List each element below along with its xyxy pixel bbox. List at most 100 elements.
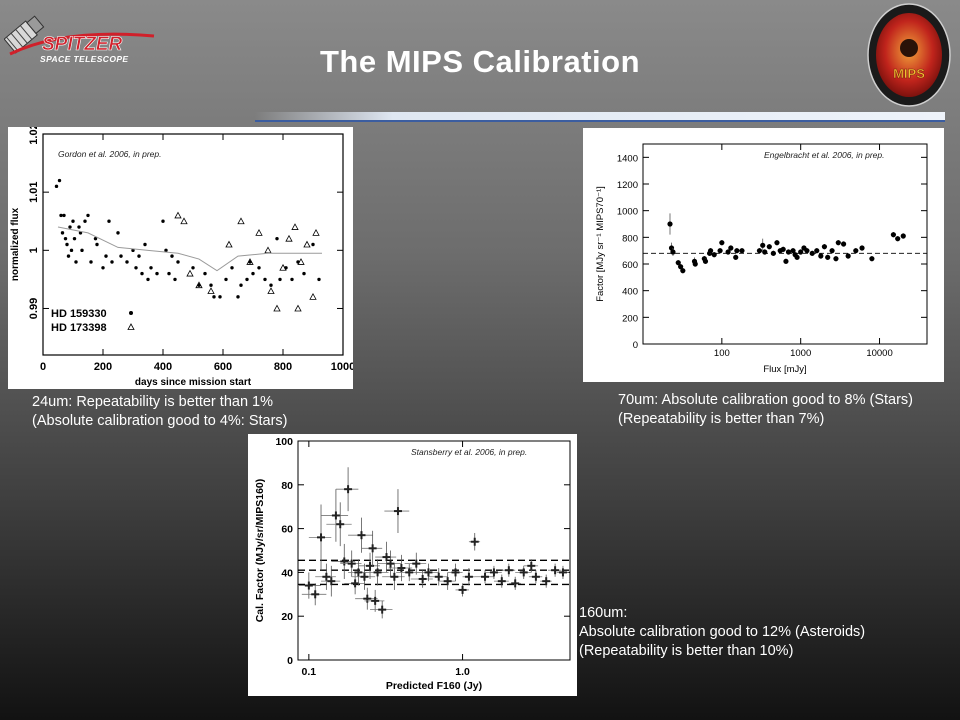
y-axis-label: Factor [MJy sr⁻¹ MIPS70⁻¹] bbox=[595, 186, 606, 302]
data-point bbox=[255, 229, 263, 236]
data-point bbox=[774, 240, 780, 246]
data-point bbox=[89, 260, 93, 264]
plot-70um: 100 1000 10000 0 200 400 600 800 1000 1200 1400 Flu… bbox=[595, 143, 928, 375]
plot-frame bbox=[297, 440, 571, 661]
data-point bbox=[719, 240, 725, 246]
plot-160um-panel: 0.1 1.0 0 20 40 60 80 100 Predicted F160 (Jy) Cal… bbox=[248, 434, 577, 696]
data-point bbox=[434, 572, 443, 581]
spitzer-subtitle: SPACE TELESCOPE bbox=[40, 54, 129, 64]
data-point bbox=[237, 217, 245, 225]
data-point bbox=[551, 566, 560, 575]
data-point bbox=[86, 213, 90, 218]
data-point bbox=[65, 242, 69, 247]
data-point bbox=[405, 568, 414, 577]
data-point bbox=[143, 242, 147, 247]
x-tick-label: 0 bbox=[40, 361, 46, 373]
plot-frame bbox=[642, 143, 928, 345]
data-point bbox=[783, 258, 789, 264]
data-point bbox=[285, 234, 293, 242]
data-point bbox=[161, 219, 165, 223]
data-point bbox=[511, 579, 520, 588]
data-point bbox=[840, 241, 847, 247]
spitzer-telescope-icon: SPITZER SPACE TELESCOPE bbox=[3, 15, 155, 64]
data-point bbox=[692, 261, 698, 267]
data-point bbox=[835, 240, 841, 246]
data-point bbox=[354, 568, 363, 577]
data-point bbox=[257, 266, 261, 270]
data-point bbox=[825, 254, 831, 260]
data-point bbox=[725, 249, 731, 255]
data-point bbox=[418, 574, 427, 583]
mips-badge-icon: MIPS bbox=[867, 3, 951, 107]
data-point bbox=[267, 287, 275, 294]
data-point bbox=[72, 236, 77, 241]
x-tick-label: 100 bbox=[714, 348, 730, 359]
data-point bbox=[821, 244, 828, 250]
data-point bbox=[176, 260, 180, 264]
data-point bbox=[794, 254, 800, 260]
caption-70um: 70um: Absolute calibration good to 8% (S… bbox=[618, 391, 913, 429]
legend-label: HD 173398 bbox=[51, 322, 107, 334]
x-tick-label: 200 bbox=[94, 361, 112, 373]
data-point bbox=[134, 266, 138, 270]
plot-160um: 0.1 1.0 0 20 40 60 80 100 Predicted F160 (Jy) Cal… bbox=[254, 436, 571, 692]
data-point bbox=[173, 277, 177, 282]
data-point bbox=[312, 229, 320, 236]
data-point bbox=[218, 295, 222, 299]
data-point bbox=[890, 232, 897, 238]
data-point bbox=[317, 277, 321, 282]
y-tick-label: 1000 bbox=[617, 207, 638, 218]
data-point bbox=[164, 248, 168, 253]
y-tick-label: 600 bbox=[622, 260, 638, 271]
citation-24um: Gordon et al. 2006, in prep. bbox=[58, 149, 162, 159]
data-point bbox=[101, 266, 105, 270]
data-point bbox=[74, 260, 78, 264]
y-tick-label: 1400 bbox=[617, 153, 638, 164]
data-point bbox=[809, 250, 815, 256]
data-point bbox=[360, 572, 369, 581]
data-point bbox=[245, 277, 249, 282]
y-tick-label: 20 bbox=[281, 611, 293, 623]
plot-24um: 0 200 400 600 800 1000 0.99 1 1.01 1.02 days since… bbox=[10, 123, 355, 388]
data-point bbox=[191, 266, 195, 270]
data-point bbox=[780, 246, 786, 252]
data-point bbox=[451, 568, 460, 577]
data-point bbox=[110, 260, 114, 264]
data-point bbox=[766, 244, 772, 250]
data-point bbox=[371, 596, 380, 605]
data-point bbox=[464, 572, 473, 581]
caption-70um-line-2: (Repeatability is better than 7%) bbox=[618, 411, 825, 427]
data-point bbox=[481, 572, 490, 581]
data-point bbox=[734, 248, 740, 254]
data-point bbox=[174, 211, 182, 219]
data-point bbox=[116, 231, 120, 235]
data-point bbox=[317, 533, 326, 542]
data-point bbox=[804, 248, 810, 254]
caption-70um-line-1: 70um: Absolute calibration good to 8% (S… bbox=[618, 392, 913, 408]
data-point bbox=[458, 585, 467, 594]
data-point bbox=[119, 254, 123, 258]
x-tick-label: 400 bbox=[154, 361, 172, 373]
data-point bbox=[519, 568, 528, 577]
data-point bbox=[798, 249, 804, 255]
y-tick-label: 80 bbox=[281, 480, 293, 492]
data-point bbox=[366, 561, 375, 570]
data-point bbox=[390, 572, 399, 581]
data-point bbox=[760, 242, 766, 248]
x-axis-label: Predicted F160 (Jy) bbox=[386, 680, 482, 692]
plot-frame bbox=[42, 133, 344, 356]
caption-160um: 160um: Absolute calibration good to 12% … bbox=[579, 604, 865, 661]
caption-160um-line-2: Absolute calibration good to 12% (Astero… bbox=[579, 624, 866, 640]
data-point bbox=[60, 231, 65, 235]
y-tick-label: 1200 bbox=[617, 180, 638, 191]
data-point bbox=[302, 271, 306, 276]
data-point bbox=[62, 213, 66, 218]
data-point bbox=[269, 283, 273, 287]
y-tick-label: 0 bbox=[633, 340, 638, 351]
caption-160um-line-3: (Repeatability is better than 10%) bbox=[579, 643, 794, 659]
y-tick-label: 0 bbox=[287, 655, 293, 667]
data-point bbox=[542, 577, 551, 586]
data-point bbox=[54, 184, 59, 189]
legend-marker bbox=[127, 323, 135, 330]
